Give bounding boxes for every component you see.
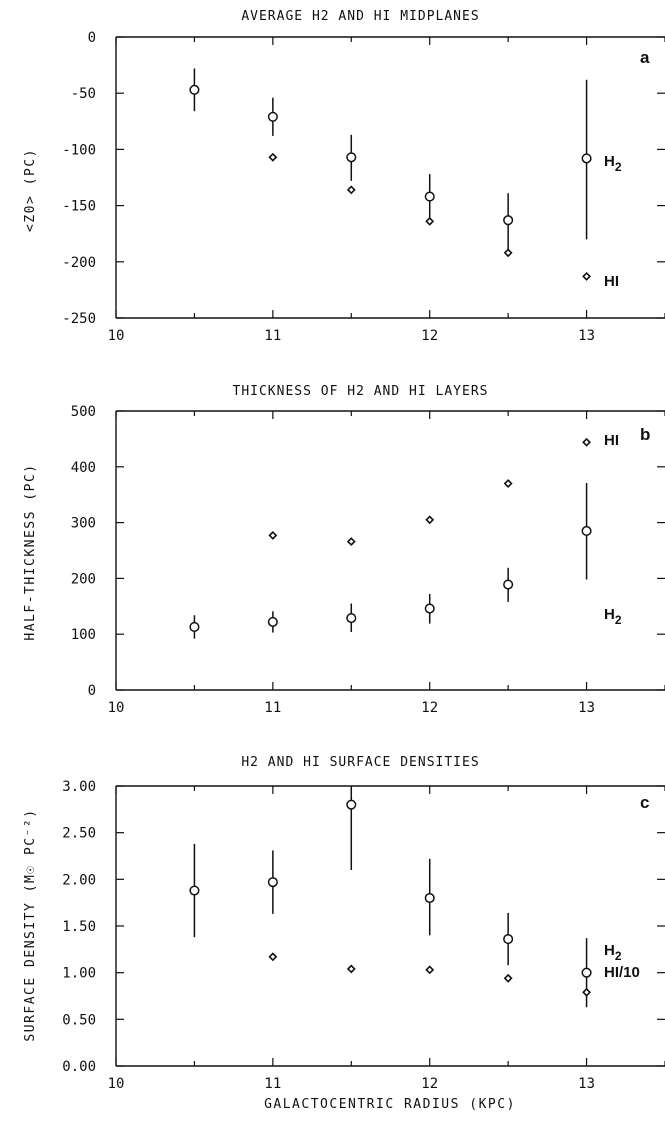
data-point-hi	[425, 965, 435, 975]
y-tick-label: 2.00	[62, 872, 96, 888]
y-tick-label: 3.00	[62, 779, 96, 795]
data-point-hi	[503, 973, 513, 983]
x-axis-label: GALACTOCENTRIC RADIUS (KPC)	[264, 1097, 516, 1112]
x-tick-label: 13	[578, 1076, 595, 1092]
h2-series-label: H2	[604, 942, 622, 963]
data-point-hi	[346, 185, 356, 195]
y-axis-label: <Z0> (PC)	[23, 148, 38, 232]
x-tick-label: 11	[264, 700, 281, 716]
data-point-hi	[268, 952, 278, 962]
y-tick-label: 500	[71, 404, 96, 420]
y-tick-label: 0	[88, 683, 96, 699]
hi-series-label: HI/10	[604, 964, 640, 981]
y-tick-label: 300	[71, 516, 96, 532]
data-point-h2	[581, 525, 592, 537]
data-point-h2	[503, 934, 514, 945]
x-tick-label: 10	[108, 700, 125, 716]
data-point-h2	[267, 111, 278, 122]
panel-b-title: THICKNESS OF H2 AND HI LAYERS	[233, 384, 489, 399]
h2-series-label: H2	[604, 153, 622, 174]
panel-letter: b	[640, 425, 650, 444]
y-tick-label: -150	[62, 199, 96, 215]
y-tick-label: 1.50	[62, 919, 96, 935]
y-tick-label: 0.00	[62, 1059, 96, 1075]
data-point-hi	[425, 515, 435, 525]
data-point-hi	[582, 437, 592, 447]
x-tick-label: 12	[421, 328, 438, 344]
x-tick-label: 12	[421, 700, 438, 716]
y-tick-label: 100	[71, 627, 96, 643]
y-tick-label: 0	[88, 30, 96, 46]
data-point-hi	[268, 531, 278, 540]
panel-b: THICKNESS OF H2 AND HI LAYERS 0 100 200 300 4…	[23, 384, 665, 716]
panel-letter: c	[640, 793, 649, 812]
hi-series-label: HI	[604, 273, 619, 290]
data-point-h2	[503, 579, 514, 590]
panel-letter: a	[640, 48, 650, 67]
y-tick-label: -250	[62, 311, 96, 327]
x-tick-label: 13	[578, 700, 595, 716]
data-point-hi	[346, 537, 356, 547]
y-axis-label: HALF-THICKNESS (PC)	[23, 463, 38, 640]
y-tick-label: -100	[62, 142, 96, 158]
y-axis-label: SURFACE DENSITY (M☉ PC⁻²)	[23, 808, 38, 1041]
x-tick-label: 12	[421, 1076, 438, 1092]
data-point-hi	[425, 216, 435, 226]
data-point-hi	[503, 479, 513, 488]
data-point-h2	[189, 885, 200, 896]
panel-c-title: H2 AND HI SURFACE DENSITIES	[241, 755, 479, 770]
data-point-h2	[346, 612, 357, 624]
y-tick-label: 1.00	[62, 966, 96, 982]
y-tick-label: -200	[62, 255, 96, 271]
data-point-h2	[424, 892, 435, 904]
data-point-h2	[581, 153, 592, 164]
data-point-hi	[582, 271, 592, 281]
panel-a-title: AVERAGE H2 AND HI MIDPLANES	[241, 9, 479, 24]
panel-c: H2 AND HI SURFACE DENSITIES 0.00 0.50 1.00 1…	[23, 755, 665, 1112]
hi-series-label: HI	[604, 432, 619, 449]
x-tick-label: 10	[108, 328, 125, 344]
y-tick-label: 0.50	[62, 1012, 96, 1028]
data-point-hi	[268, 152, 278, 162]
data-point-h2	[424, 603, 435, 614]
data-point-hi	[582, 987, 592, 997]
data-point-h2	[267, 877, 278, 888]
y-tick-label: 2.50	[62, 826, 96, 842]
y-tick-label: 400	[71, 460, 96, 476]
data-point-h2	[267, 616, 278, 627]
data-point-hi	[346, 964, 356, 974]
y-tick-label: -50	[71, 86, 96, 102]
data-point-h2	[346, 799, 357, 810]
data-point-h2	[346, 152, 357, 163]
x-tick-label: 11	[264, 328, 281, 344]
y-tick-label: 200	[71, 571, 96, 587]
data-point-hi	[503, 248, 513, 258]
x-tick-label: 11	[264, 1076, 281, 1092]
panel-a: AVERAGE H2 AND HI MIDPLANES 0 -50 -100 -150 -…	[23, 9, 665, 344]
data-point-h2	[189, 84, 200, 95]
data-point-h2	[581, 967, 592, 978]
data-point-h2	[189, 621, 200, 632]
x-tick-label: 13	[578, 328, 595, 344]
data-point-h2	[503, 215, 514, 226]
data-point-h2	[424, 191, 435, 202]
x-tick-label: 10	[108, 1076, 125, 1092]
h2-series-label: H2	[604, 606, 622, 627]
